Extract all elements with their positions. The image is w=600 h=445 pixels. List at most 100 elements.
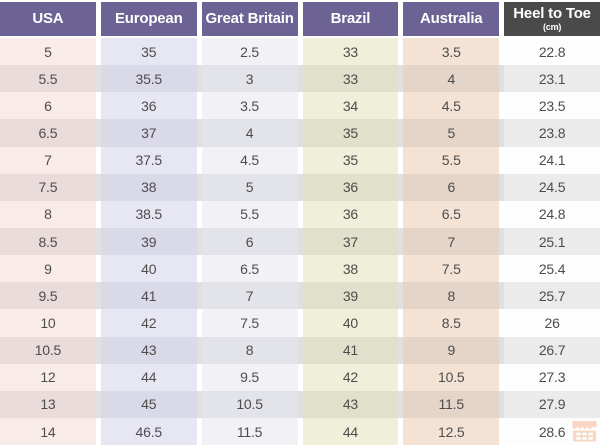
table-cell: 38 xyxy=(302,255,399,283)
table-row: 8 38.5 5.5 36 6.5 24.8 xyxy=(0,200,600,228)
table-row: 9.5 41 7 39 8 25.7 xyxy=(0,282,600,310)
column-header-great-britain: Great Britain xyxy=(201,2,298,36)
table-cell: 7 xyxy=(403,227,500,256)
column-header-label: Great Britain xyxy=(205,10,294,28)
table-cell: 5 xyxy=(201,173,298,201)
table-cell: 25.4 xyxy=(504,255,600,283)
column-header-sublabel: (cm) xyxy=(542,21,562,32)
table-cell: 26 xyxy=(504,309,600,337)
table-cell: 9 xyxy=(0,255,96,283)
table-cell: 38 xyxy=(100,173,197,201)
table-cell: 5 xyxy=(0,38,96,66)
table-cell: 43 xyxy=(100,336,197,364)
table-cell: 2.5 xyxy=(201,38,298,66)
table-cell: 4 xyxy=(403,65,500,93)
table-cell: 27.9 xyxy=(504,390,600,418)
table-cell: 44 xyxy=(100,363,197,391)
table-cell: 5.5 xyxy=(0,65,96,93)
table-cell: 5 xyxy=(403,119,500,147)
table-cell: 35 xyxy=(302,119,399,147)
table-cell: 42 xyxy=(100,309,197,337)
table-cell: 28.6 xyxy=(504,417,600,445)
table-header-row: USA European Great Britain Brazil Australia H… xyxy=(0,2,600,36)
table-cell: 35.5 xyxy=(100,65,197,93)
table-cell: 45 xyxy=(100,390,197,418)
table-cell: 7 xyxy=(201,282,298,310)
table-cell: 43 xyxy=(302,390,399,418)
table-row: 10 42 7.5 40 8.5 26 xyxy=(0,309,600,337)
table-cell: 11.5 xyxy=(403,390,500,418)
table-cell: 39 xyxy=(302,282,399,310)
table-cell: 7.5 xyxy=(201,309,298,337)
column-header-label: USA xyxy=(32,10,64,28)
table-cell: 3 xyxy=(201,65,298,93)
table-cell: 6 xyxy=(201,227,298,256)
table-cell: 41 xyxy=(302,336,399,364)
table-row: 5 35 2.5 33 3.5 22.8 xyxy=(0,38,600,66)
table-row: 8.5 39 6 37 7 25.1 xyxy=(0,227,600,256)
table-cell: 38.5 xyxy=(100,200,197,228)
table-cell: 37 xyxy=(302,227,399,256)
table-cell: 36 xyxy=(100,92,197,120)
table-cell: 24.5 xyxy=(504,173,600,201)
table-cell: 9 xyxy=(403,336,500,364)
table-cell: 4.5 xyxy=(403,92,500,120)
table-cell: 6.5 xyxy=(0,119,96,147)
table-cell: 35 xyxy=(100,38,197,66)
table-cell: 33 xyxy=(302,65,399,93)
table-cell: 4.5 xyxy=(201,146,298,174)
table-cell: 10 xyxy=(0,309,96,337)
table-cell: 7.5 xyxy=(403,255,500,283)
table-body: 5 35 2.5 33 3.5 22.8 5.5 35.5 3 33 4 23.1 6 36 3.5 34 4.… xyxy=(0,38,600,445)
table-cell: 40 xyxy=(100,255,197,283)
table-cell: 5.5 xyxy=(403,146,500,174)
table-cell: 9.5 xyxy=(0,282,96,310)
table-cell: 5.5 xyxy=(201,200,298,228)
store-icon xyxy=(571,420,598,442)
table-cell: 22.8 xyxy=(504,38,600,66)
table-cell: 24.8 xyxy=(504,200,600,228)
table-cell: 23.5 xyxy=(504,92,600,120)
table-cell: 34 xyxy=(302,92,399,120)
table-cell: 6.5 xyxy=(201,255,298,283)
table-cell: 6 xyxy=(0,92,96,120)
table-cell: 39 xyxy=(100,227,197,256)
table-cell: 7.5 xyxy=(0,173,96,201)
table-cell: 6.5 xyxy=(403,200,500,228)
column-header-label: Brazil xyxy=(330,10,371,28)
table-cell: 44 xyxy=(302,417,399,445)
table-row: 10.5 43 8 41 9 26.7 xyxy=(0,336,600,364)
table-row: 5.5 35.5 3 33 4 23.1 xyxy=(0,65,600,93)
column-header-heel-to-toe: Heel to Toe (cm) xyxy=(504,2,600,36)
table-cell: 23.1 xyxy=(504,65,600,93)
table-cell: 25.7 xyxy=(504,282,600,310)
table-cell: 12.5 xyxy=(403,417,500,445)
table-cell: 37 xyxy=(100,119,197,147)
table-row: 14 46.5 11.5 44 12.5 28.6 xyxy=(0,417,600,445)
column-header-label: European xyxy=(114,10,183,28)
table-cell: 10.5 xyxy=(403,363,500,391)
table-row: 7 37.5 4.5 35 5.5 24.1 xyxy=(0,146,600,174)
table-cell: 42 xyxy=(302,363,399,391)
column-header-european: European xyxy=(100,2,197,36)
table-cell: 33 xyxy=(302,38,399,66)
table-row: 6 36 3.5 34 4.5 23.5 xyxy=(0,92,600,120)
column-header-australia: Australia xyxy=(403,2,500,36)
table-cell: 8.5 xyxy=(403,309,500,337)
table-cell: 14 xyxy=(0,417,96,445)
table-cell: 13 xyxy=(0,390,96,418)
table-cell: 40 xyxy=(302,309,399,337)
table-row: 9 40 6.5 38 7.5 25.4 xyxy=(0,255,600,283)
table-cell: 10.5 xyxy=(0,336,96,364)
column-header-brazil: Brazil xyxy=(302,2,399,36)
table-cell: 26.7 xyxy=(504,336,600,364)
table-cell: 3.5 xyxy=(201,92,298,120)
table-cell: 37.5 xyxy=(100,146,197,174)
table-cell: 41 xyxy=(100,282,197,310)
table-cell: 8.5 xyxy=(0,227,96,256)
table-row: 6.5 37 4 35 5 23.8 xyxy=(0,119,600,147)
table-cell: 27.3 xyxy=(504,363,600,391)
table-cell: 46.5 xyxy=(100,417,197,445)
table-cell: 4 xyxy=(201,119,298,147)
